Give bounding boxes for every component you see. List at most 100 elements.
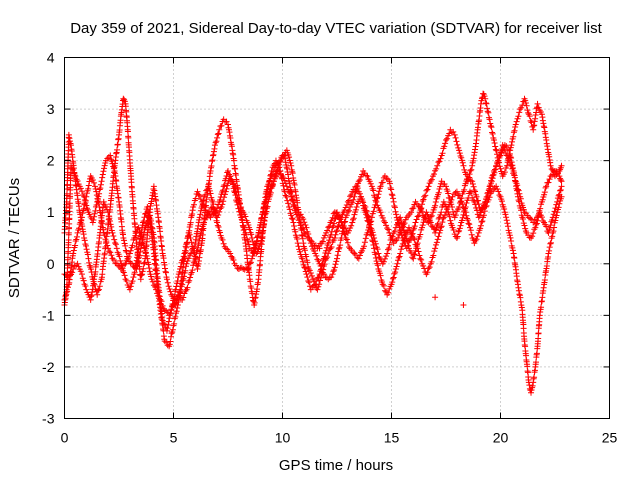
data-point-receiver-d bbox=[371, 235, 378, 241]
data-point-receiver-c bbox=[168, 333, 175, 340]
data-point-receiver-c bbox=[511, 255, 518, 262]
data-point-receiver-d bbox=[402, 233, 409, 240]
data-point-receiver-d bbox=[209, 204, 216, 211]
data-point-receiver-b bbox=[299, 255, 306, 262]
data-point-receiver-d bbox=[194, 247, 201, 254]
data-point-receiver-d bbox=[365, 216, 372, 223]
data-point-receiver-a bbox=[217, 196, 224, 203]
data-point-receiver-b bbox=[377, 183, 384, 190]
data-point-receiver-b bbox=[466, 171, 473, 178]
data-point-receiver-a bbox=[332, 261, 339, 268]
data-point-receiver-a bbox=[196, 192, 203, 199]
data-point-receiver-a bbox=[379, 214, 386, 221]
data-point-receiver-d bbox=[412, 247, 419, 254]
data-point-receiver-d bbox=[462, 204, 469, 211]
data-point-receiver-b bbox=[388, 186, 395, 193]
data-point-receiver-c bbox=[334, 223, 341, 230]
data-point-receiver-d bbox=[72, 238, 79, 245]
data-point-receiver-d bbox=[93, 192, 100, 199]
data-point-receiver-b bbox=[375, 191, 382, 198]
data-point-receiver-b bbox=[286, 206, 293, 213]
data-point-receiver-c bbox=[377, 272, 384, 279]
data-point-receiver-d bbox=[506, 150, 513, 157]
data-point-receiver-a bbox=[326, 274, 333, 281]
data-point-receiver-d bbox=[419, 222, 426, 229]
data-point-receiver-c bbox=[112, 241, 119, 248]
data-point-receiver-a bbox=[331, 266, 338, 273]
data-point-receiver-b bbox=[467, 167, 474, 174]
data-point-receiver-c bbox=[166, 341, 173, 348]
data-point-receiver-b bbox=[390, 198, 397, 205]
data-point-receiver-b bbox=[325, 240, 332, 247]
data-point-receiver-c bbox=[100, 198, 107, 205]
data-point-receiver-c bbox=[321, 261, 328, 268]
data-point-receiver-a bbox=[77, 185, 84, 192]
data-point-receiver-c bbox=[448, 196, 455, 203]
data-point-receiver-d bbox=[433, 225, 440, 232]
data-point-receiver-b bbox=[216, 126, 223, 133]
data-point-receiver-d bbox=[181, 290, 188, 297]
data-point-receiver-c bbox=[206, 187, 213, 194]
data-point-receiver-b bbox=[482, 95, 489, 102]
data-point-receiver-c bbox=[399, 240, 406, 247]
data-point-receiver-b bbox=[501, 169, 508, 176]
data-point-receiver-a bbox=[410, 205, 417, 212]
data-point-receiver-a bbox=[303, 224, 310, 231]
data-point-receiver-b bbox=[552, 173, 558, 180]
data-points bbox=[61, 90, 565, 396]
data-point-receiver-c bbox=[389, 279, 396, 286]
data-point-receiver-b bbox=[373, 195, 380, 202]
data-point-receiver-b bbox=[414, 213, 421, 220]
data-point-receiver-d bbox=[263, 208, 270, 215]
data-point-receiver-a bbox=[471, 187, 478, 194]
data-point-receiver-d bbox=[145, 261, 152, 268]
data-point-receiver-b bbox=[188, 239, 195, 246]
data-point-receiver-d bbox=[400, 223, 407, 230]
x-tick-label: 20 bbox=[493, 430, 509, 446]
data-point-receiver-d bbox=[410, 255, 417, 262]
data-point-receiver-c bbox=[390, 274, 397, 281]
data-point-receiver-b bbox=[454, 141, 461, 148]
data-point-receiver-d bbox=[425, 214, 432, 221]
x-tick-labels: 0 5 10 15 20 25 bbox=[61, 430, 618, 446]
data-point-receiver-d bbox=[153, 286, 160, 293]
data-point-receiver-c bbox=[371, 245, 378, 252]
data-point-receiver-d bbox=[270, 182, 277, 188]
data-point-receiver-d bbox=[291, 203, 298, 210]
data-point-receiver-c bbox=[342, 204, 349, 211]
data-point-receiver-c bbox=[181, 273, 188, 280]
data-point-receiver-b bbox=[452, 134, 459, 141]
data-point-receiver-b bbox=[361, 239, 368, 246]
data-point-receiver-b bbox=[390, 195, 397, 202]
data-point-receiver-d bbox=[86, 178, 93, 185]
data-point-receiver-d bbox=[307, 237, 314, 244]
data-point-receiver-d bbox=[248, 231, 255, 238]
data-point-receiver-d bbox=[443, 203, 449, 210]
data-point-receiver-c bbox=[432, 245, 439, 252]
data-point-receiver-c bbox=[503, 214, 510, 221]
data-point-receiver-b bbox=[139, 268, 146, 275]
data-point-receiver-a bbox=[377, 209, 384, 216]
data-point-receiver-d bbox=[380, 258, 387, 265]
data-point-receiver-a bbox=[445, 190, 452, 197]
data-point-receiver-b bbox=[412, 219, 419, 226]
data-point-receiver-d bbox=[264, 203, 271, 210]
data-point-receiver-a bbox=[363, 172, 370, 179]
data-point-receiver-a bbox=[99, 171, 106, 178]
data-point-receiver-b bbox=[465, 176, 472, 183]
data-point-receiver-d bbox=[503, 143, 510, 150]
data-point-receiver-c bbox=[405, 224, 412, 231]
data-point-receiver-d bbox=[191, 258, 198, 265]
data-point-receiver-b bbox=[302, 268, 309, 275]
data-point-receiver-c bbox=[324, 254, 331, 261]
data-point-receiver-c bbox=[129, 278, 136, 285]
data-point-receiver-d bbox=[444, 206, 451, 213]
data-point-receiver-d bbox=[360, 199, 367, 206]
data-point-receiver-d bbox=[557, 187, 564, 194]
data-point-receiver-b bbox=[456, 147, 463, 154]
data-point-receiver-b bbox=[212, 139, 219, 146]
data-point-receiver-a bbox=[91, 213, 98, 220]
data-point-receiver-c bbox=[168, 330, 175, 337]
data-point-receiver-d bbox=[126, 250, 133, 257]
data-point-receiver-c bbox=[308, 272, 315, 279]
